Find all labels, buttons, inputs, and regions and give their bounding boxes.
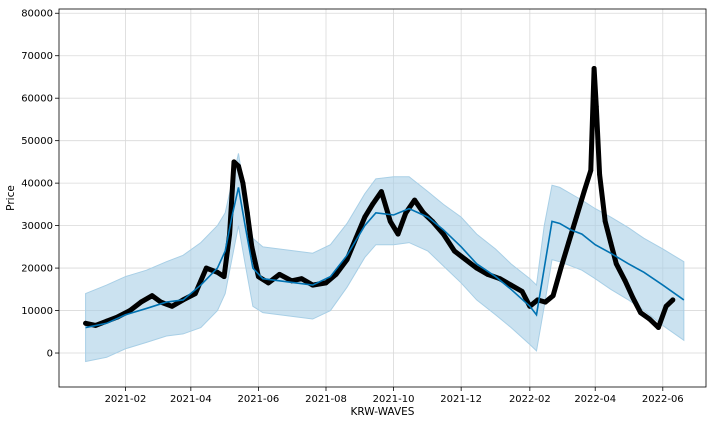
y-axis-ticks: 0 10000 20000 30000 40000 50000 60000 70000 8000… [21,9,59,360]
y-tick-label: 70000 [21,51,53,62]
observed-point [265,280,271,286]
observed-point [602,218,608,224]
observed-point [591,66,597,71]
observed-point [362,214,368,220]
x-tick-label: 2022-04 [574,394,616,405]
observed-point [630,295,636,301]
forecast-line-path [85,187,685,329]
observed-point [244,210,250,216]
x-tick-label: 2021-08 [305,394,347,405]
observed-point [395,231,401,237]
y-tick-label: 50000 [21,136,53,147]
observed-point [597,172,603,178]
observed-point [231,159,237,165]
y-tick-label: 10000 [21,306,53,317]
observed-point [542,299,548,305]
forecast-line [85,187,685,329]
y-tick-label: 20000 [21,264,53,275]
observed-point [655,325,661,330]
x-tick-label: 2021-06 [238,394,280,405]
observed-point [670,297,676,303]
observed-point [149,293,155,299]
observed-point [638,310,644,316]
observed-point [441,231,446,237]
observed-point [221,274,227,279]
y-tick-label: 30000 [21,221,53,232]
observed-point [508,282,514,288]
observed-point [215,269,220,275]
observed-point [323,280,329,286]
observed-point [588,167,594,173]
observed-point [474,265,480,271]
plot-frame [58,8,707,388]
x-tick-label: 2021-02 [105,394,147,405]
observed-point [236,163,241,169]
observed-point [378,189,384,195]
observed-point [452,248,457,254]
observed-point [344,257,350,262]
y-tick-label: 0 [47,349,53,360]
observed-point [566,240,572,245]
observed-point [573,214,579,220]
x-axis-title: KRW-WAVES [351,406,415,418]
observed-point [192,291,198,296]
observed-point [333,272,339,277]
observed-point [412,197,418,203]
observed-point [581,189,587,195]
observed-point [622,278,628,284]
observed-point [647,316,652,322]
observed-point [550,293,556,299]
y-tick-label: 60000 [21,94,53,105]
observed-point [83,320,88,326]
observed-point [519,289,525,294]
observed-point [663,303,669,309]
x-tick-label: 2021-10 [373,394,415,405]
observed-point [387,218,393,224]
observed-point [608,240,614,245]
observed-point [613,261,619,267]
y-tick-label: 40000 [21,179,53,190]
observed-point [240,180,246,186]
observed-point [485,272,491,277]
observed-point [299,276,305,282]
observed-point [403,210,409,216]
y-tick-label: 80000 [21,9,53,20]
observed-point [277,272,282,277]
x-tick-label: 2021-12 [440,394,482,405]
x-axis-ticks: 2021-02 2021-04 2021-06 2021-08 2021-10 2021-… [105,387,684,405]
observed-point [138,299,144,305]
observed-point [249,244,255,250]
x-tick-label: 2021-04 [170,394,212,405]
observed-point [203,265,209,271]
observed-point [169,303,175,309]
observed-point [593,104,599,110]
observed-point [463,257,468,262]
y-axis-title: Price [5,185,17,211]
observed-point [370,201,375,207]
observed-point [558,265,564,271]
x-tick-label: 2022-06 [642,394,684,405]
observed-point [127,308,133,313]
x-tick-label: 2022-02 [509,394,551,405]
